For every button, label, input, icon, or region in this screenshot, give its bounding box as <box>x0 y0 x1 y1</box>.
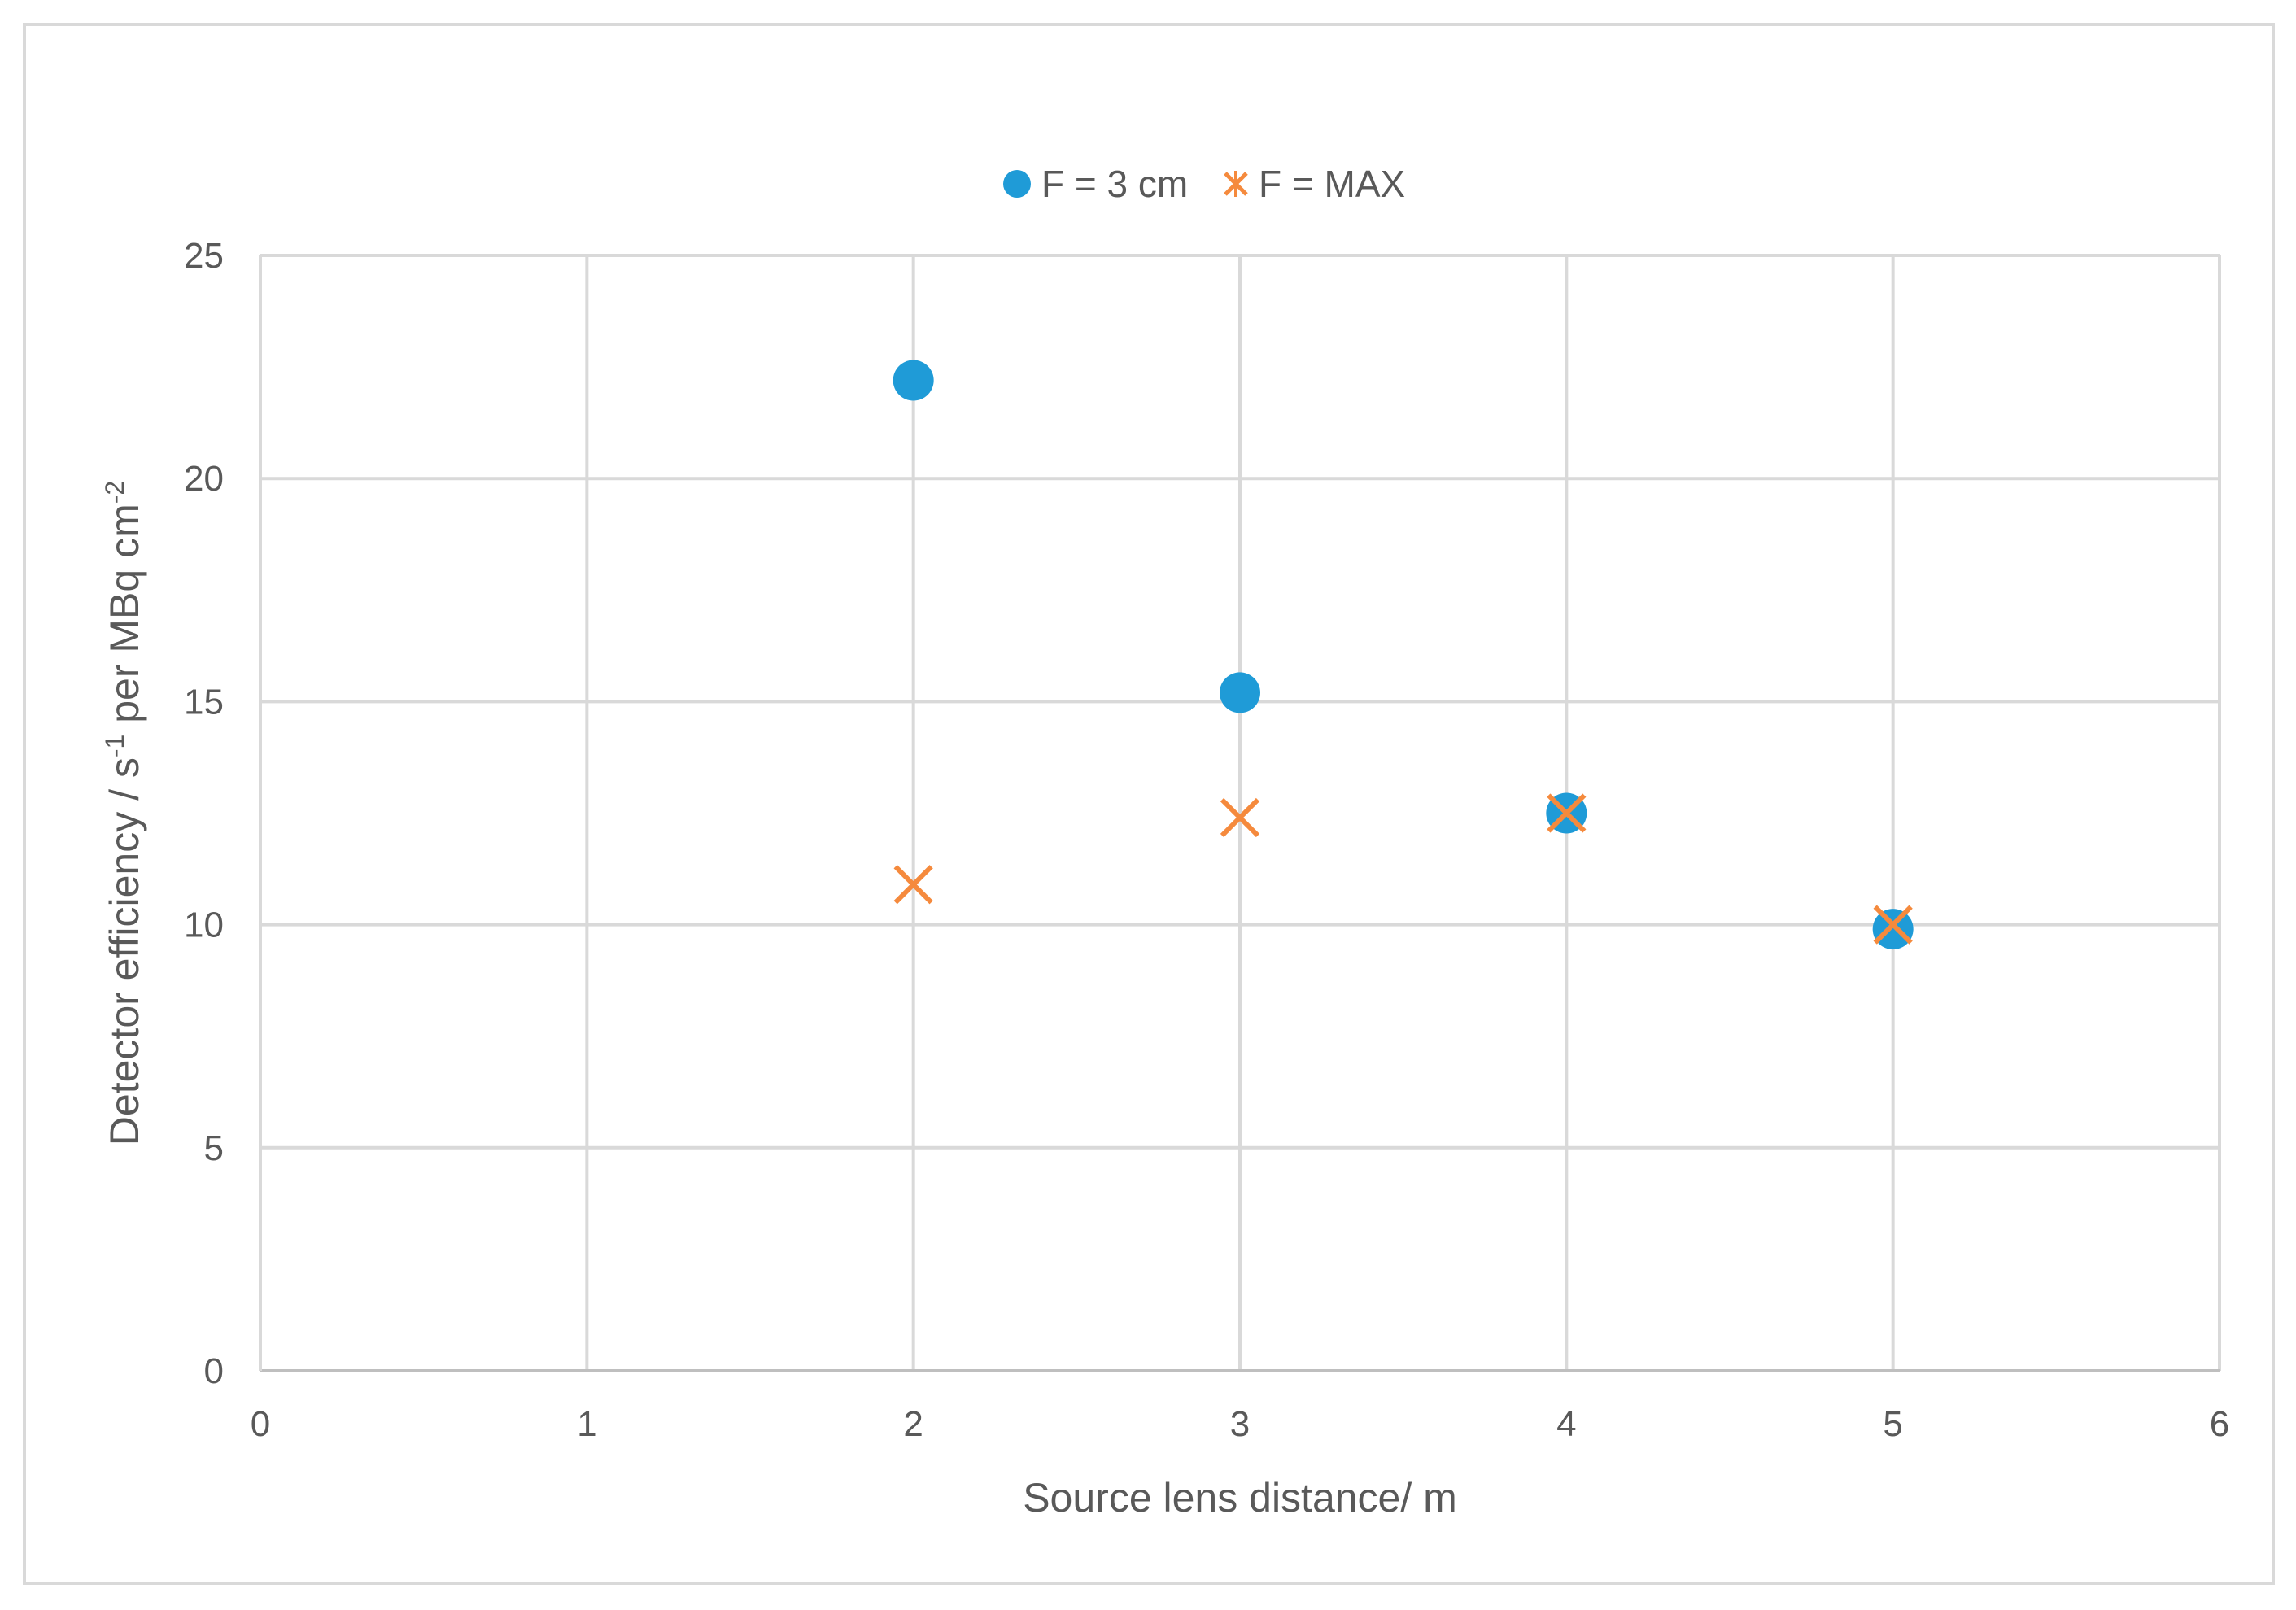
y-tick-label: 20 <box>184 459 224 499</box>
x-tick-label: 0 <box>251 1404 270 1444</box>
y-tick-label: 5 <box>204 1128 224 1168</box>
x-axis-title: Source lens distance/ m <box>1023 1475 1457 1521</box>
y-axis-title-middle: per MBq cm <box>102 504 147 734</box>
legend-item-f-max: F = MAX <box>1224 163 1405 205</box>
x-tick-label: 1 <box>577 1404 596 1444</box>
legend-label-f-max: F = MAX <box>1259 163 1405 205</box>
grid <box>260 254 2221 1371</box>
data-point-f-max <box>1873 905 1913 945</box>
x-tick-label: 5 <box>1883 1404 1902 1444</box>
y-tick-label: 0 <box>204 1351 224 1391</box>
y-tick-label: 10 <box>184 905 224 945</box>
data-point-f-max <box>1547 793 1587 833</box>
data-point-f-3cm <box>1220 672 1260 713</box>
x-tick-label: 4 <box>1556 1404 1576 1444</box>
y-axis-title-prefix: Detector efficiency / s <box>102 757 147 1145</box>
y-tick-label: 25 <box>184 236 224 276</box>
x-tick-label: 6 <box>2210 1404 2229 1444</box>
legend-item-f-3cm: F = 3 cm <box>1003 163 1188 205</box>
data-point-f-3cm <box>1872 909 1914 950</box>
axes <box>259 255 2220 1372</box>
legend-label-f-3cm: F = 3 cm <box>1041 163 1188 205</box>
y-tick-label: 15 <box>184 682 224 722</box>
y-axis-title: Detector efficiency / s-1 per MBq cm-2 <box>100 481 147 1145</box>
data-point-f-3cm <box>893 360 934 401</box>
x-tick-label: 3 <box>1230 1404 1250 1444</box>
data-point-f-max <box>1220 797 1260 838</box>
chart-frame <box>23 23 2275 1585</box>
data-points <box>893 360 1914 950</box>
tick-labels: 0 1 2 3 4 5 6 0 5 10 15 20 25 <box>184 236 2229 1444</box>
y-axis-title-exponent-1: -1 <box>100 735 129 757</box>
legend-circle-marker <box>1003 170 1031 198</box>
y-axis-title-exponent-2: -2 <box>100 481 129 504</box>
x-tick-label: 2 <box>903 1404 923 1444</box>
data-point-f-max <box>893 865 933 905</box>
legend: F = 3 cm F = MAX <box>1003 163 1405 205</box>
legend-x-marker <box>1224 171 1248 197</box>
